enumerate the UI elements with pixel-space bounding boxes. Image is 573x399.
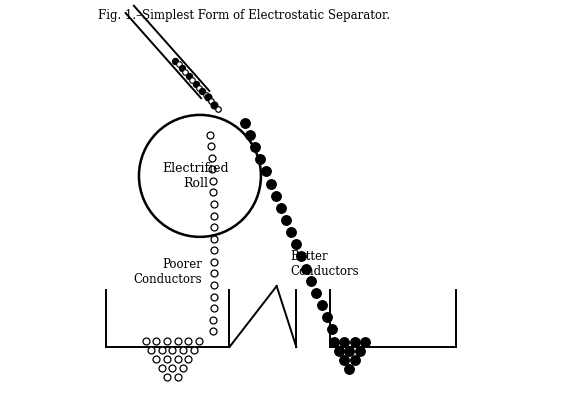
Text: Better
Conductors: Better Conductors: [291, 251, 359, 279]
Text: Poorer
Conductors: Poorer Conductors: [134, 258, 202, 286]
Text: Electrified
Roll: Electrified Roll: [163, 162, 229, 190]
Text: Fig. 1.–Simplest Form of Electrostatic Separator.: Fig. 1.–Simplest Form of Electrostatic S…: [97, 9, 390, 22]
